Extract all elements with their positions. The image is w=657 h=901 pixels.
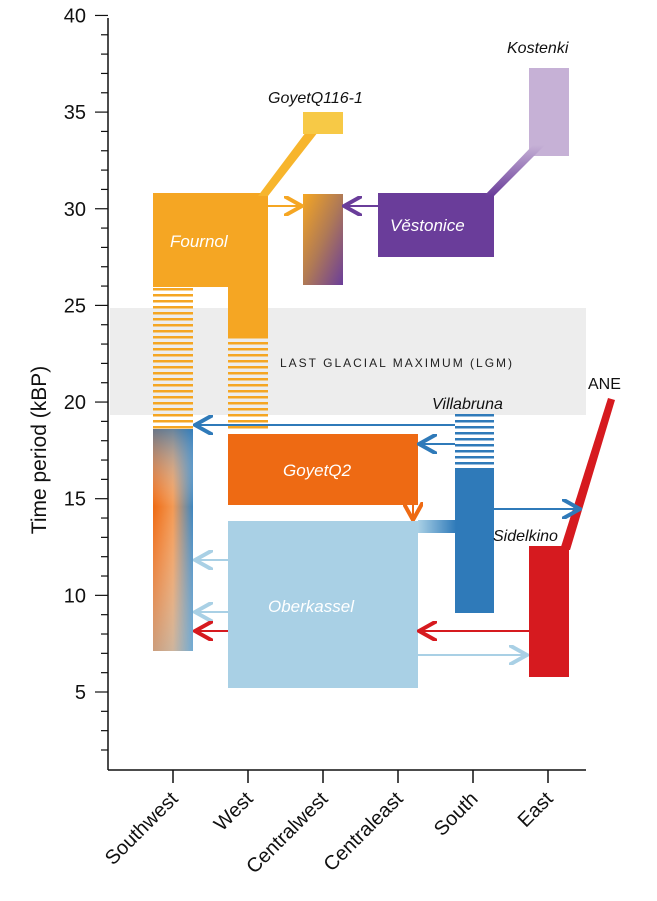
y-tick-label: 15: [64, 489, 86, 511]
kostenki-link: [484, 145, 545, 196]
villabruna-label: Villabruna: [432, 396, 503, 413]
region-label-southwest: Southwest: [101, 788, 183, 870]
kostenki-block: [529, 68, 569, 156]
villabruna-striped: [455, 414, 494, 468]
goyetq116-link: [258, 132, 318, 196]
y-tick-label: 20: [64, 392, 86, 414]
centralwest-block: [303, 194, 343, 285]
y-tick-label: 30: [64, 199, 86, 221]
region-label-east: East: [514, 788, 558, 832]
southwest-mixed-overlay: [153, 429, 193, 651]
ane-link: [560, 398, 615, 550]
y-axis: [95, 14, 109, 770]
y-tick-label: 10: [64, 585, 86, 607]
region-label-centraleast: Centraleast: [320, 788, 408, 876]
oberkassel-label: Oberkassel: [268, 597, 355, 616]
y-axis-label: Time period (kBP): [28, 366, 51, 534]
oberkassel-block: [228, 521, 418, 688]
east-red-block: [529, 546, 569, 677]
goyetq2-block: [228, 434, 418, 505]
kostenki-label: Kostenki: [507, 40, 569, 57]
x-axis: [108, 769, 586, 783]
fournol-label: Fournol: [170, 232, 229, 251]
goyetq116-block: [303, 112, 343, 134]
vestonice-block: [378, 193, 494, 257]
region-label-south: South: [430, 788, 483, 841]
y-tick-label: 40: [64, 5, 86, 27]
ane-label: ANE: [588, 376, 621, 393]
west-orange-column: [228, 193, 268, 336]
y-tick-label: 25: [64, 295, 86, 317]
west-striped: [228, 336, 268, 429]
region-label-west: West: [210, 788, 258, 836]
sidelkino-label: Sidelkino: [493, 528, 558, 545]
lgm-label: LAST GLACIAL MAXIMUM (LGM): [280, 356, 514, 370]
southwest-striped: [153, 287, 193, 429]
goyetq2-label: GoyetQ2: [283, 461, 352, 480]
region-label-centralwest: Centralwest: [242, 788, 333, 879]
bridge-blue: [418, 520, 456, 533]
vestonice-label: Věstonice: [390, 216, 465, 235]
y-tick-label: 5: [75, 682, 86, 704]
south-blue-column: [455, 468, 494, 613]
y-tick-label: 35: [64, 102, 86, 124]
goyetq116-label: GoyetQ116-1: [268, 90, 363, 107]
